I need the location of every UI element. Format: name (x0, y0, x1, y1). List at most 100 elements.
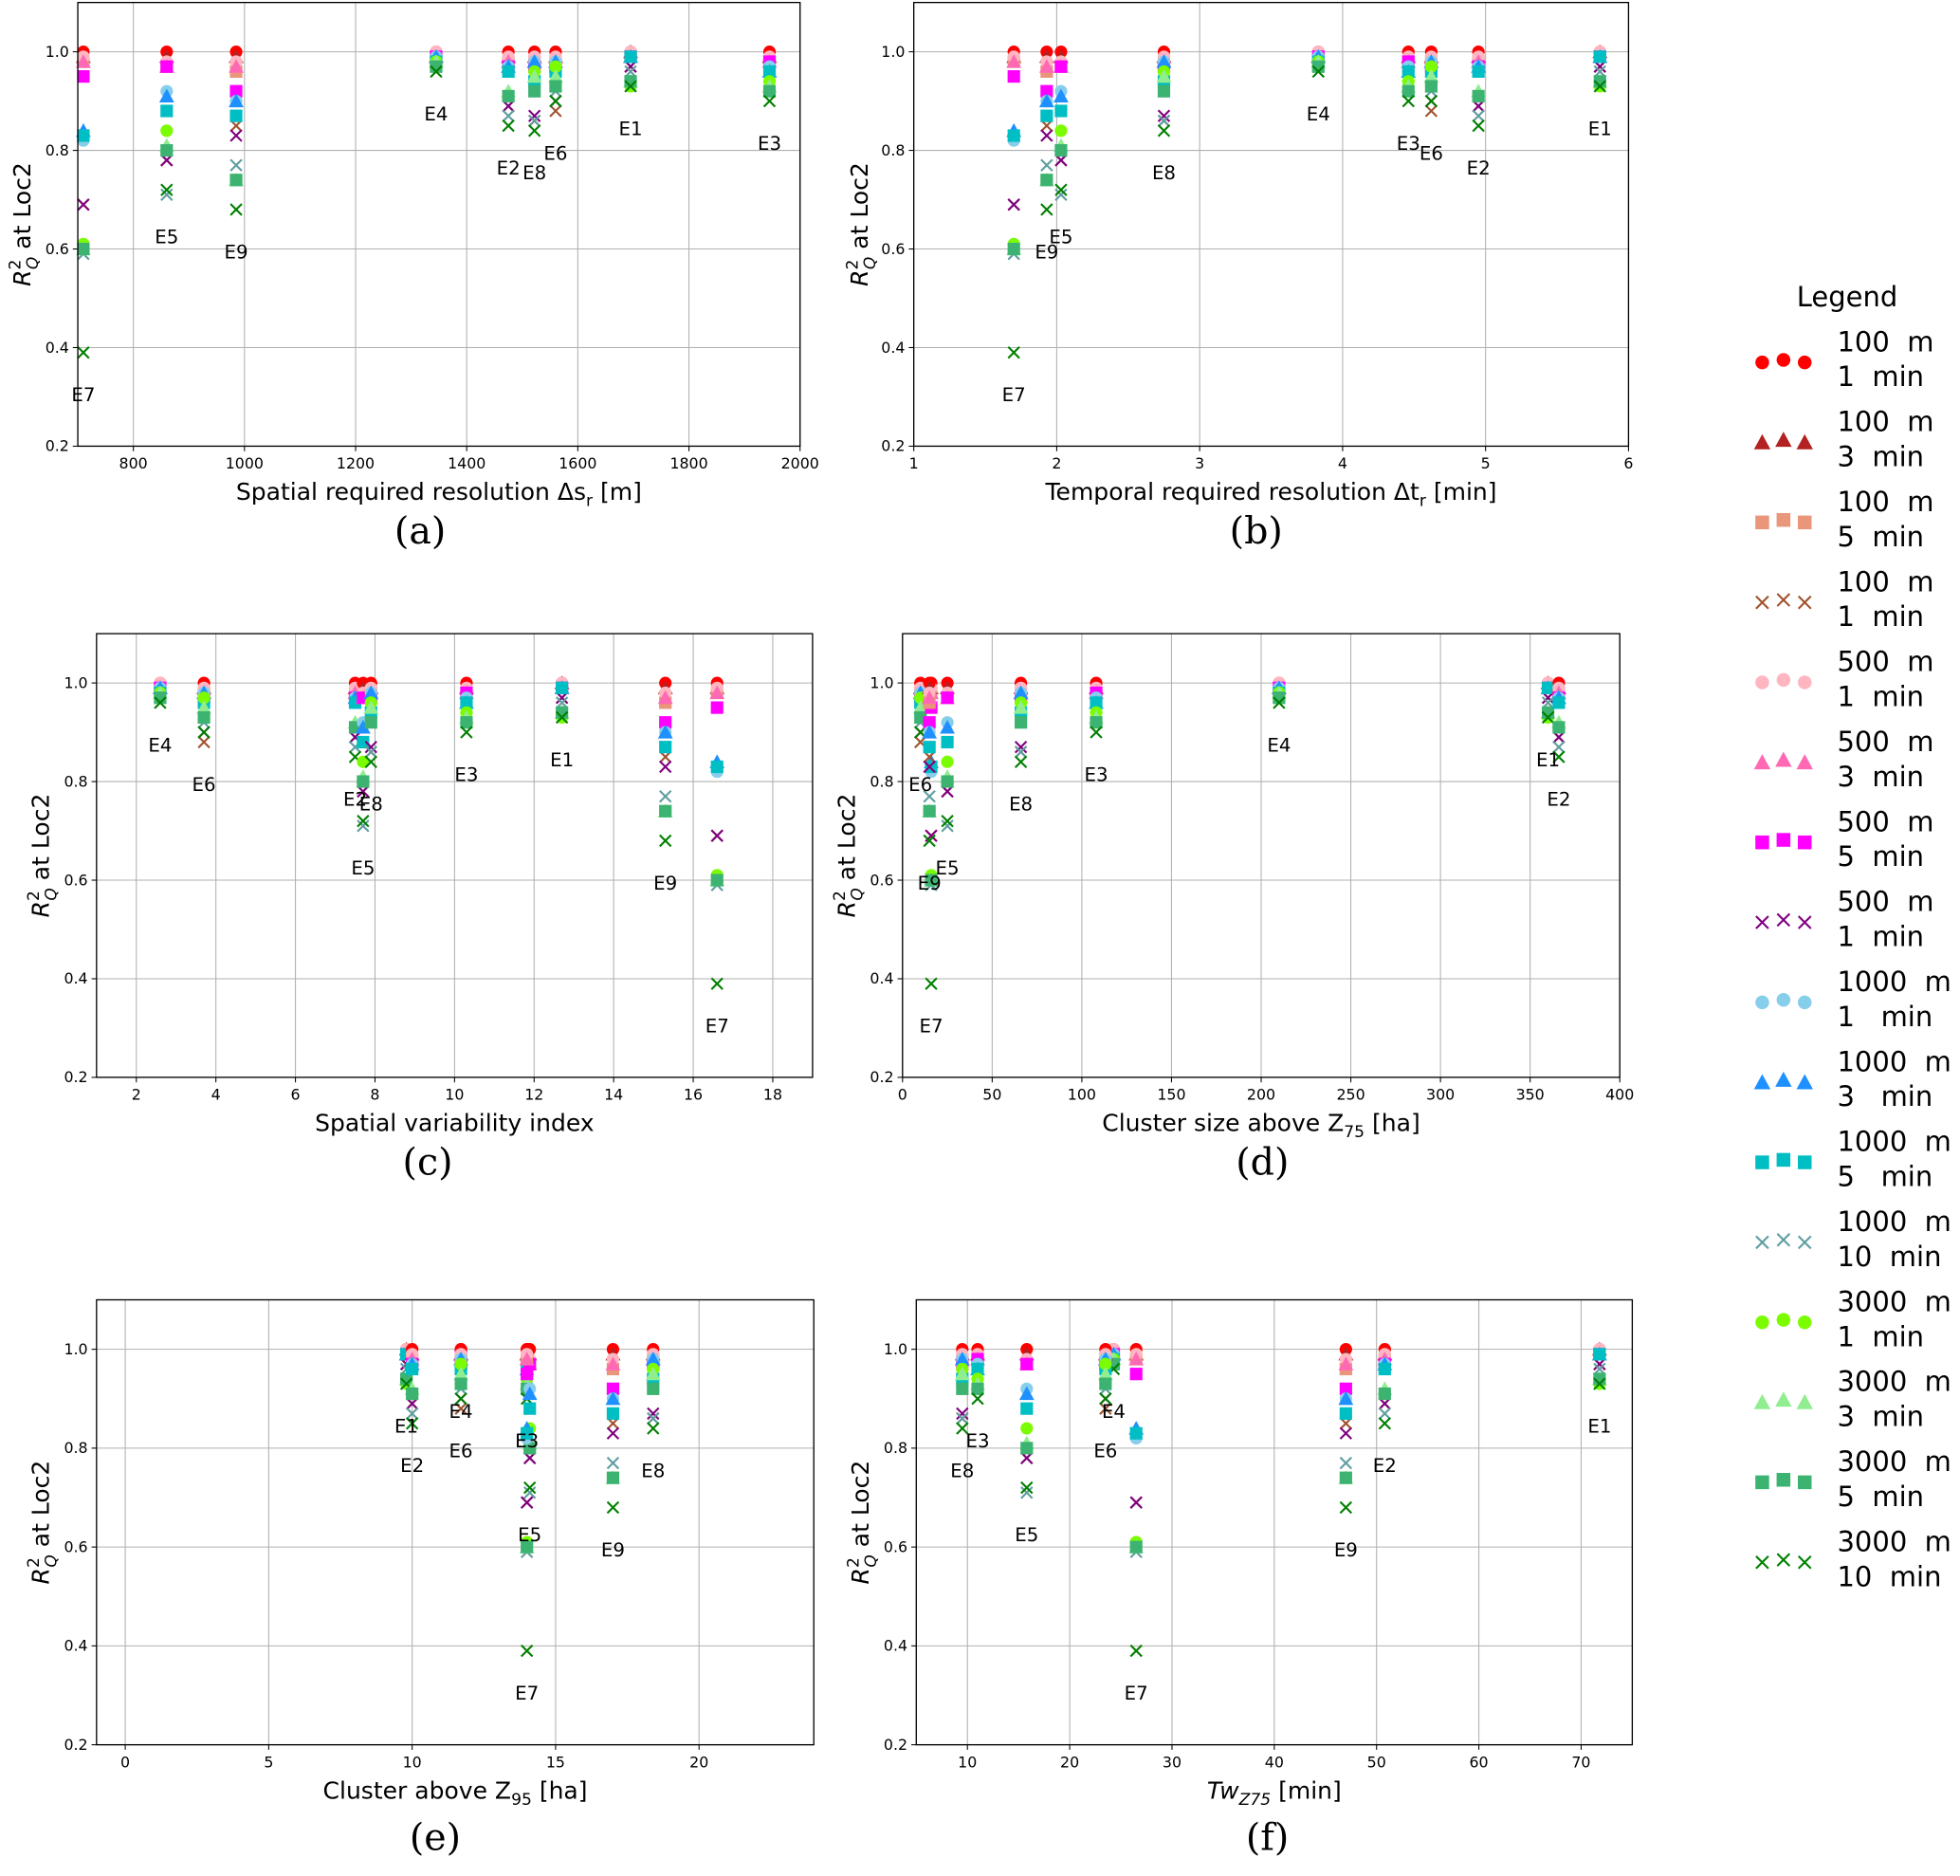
legend-marker (1776, 672, 1791, 688)
legend-entry: 1000 m10 min (1755, 1205, 1951, 1273)
legend-label-line2: 1 min (1838, 1320, 1925, 1352)
data-point (606, 1500, 620, 1515)
data-point (548, 68, 563, 83)
event-label: E6 (1093, 1441, 1117, 1462)
data-point (160, 124, 174, 138)
event-label: E7 (71, 384, 95, 406)
data-point (460, 716, 473, 729)
data-point (1038, 93, 1054, 108)
data-point (502, 64, 515, 78)
legend-marker (1755, 1475, 1769, 1490)
data-point (357, 814, 370, 828)
data-point (923, 716, 936, 729)
event-label: E4 (449, 1401, 473, 1423)
y-axis-label-main: R (9, 270, 36, 286)
data-point (1020, 1422, 1034, 1435)
x-axis-label: TwZ75 [min] (1207, 1776, 1342, 1810)
x-axis-label-main: Spatial required resolution Δs (236, 478, 586, 506)
x-tick-label: 18 (763, 1086, 782, 1104)
data-point (710, 977, 724, 990)
y-axis-label-sup: 2 (6, 260, 25, 270)
event-label: E6 (449, 1441, 473, 1462)
event-label: E3 (454, 763, 478, 785)
y-axis-label-main: R (27, 1568, 55, 1584)
legend-entry: 500 m1 min (1755, 646, 1933, 713)
data-point (1054, 143, 1068, 157)
legend-marker (1797, 1554, 1812, 1570)
data-point (1014, 740, 1028, 754)
data-point (405, 1407, 419, 1421)
data-point (526, 68, 542, 83)
legend-marker (1775, 1391, 1792, 1407)
data-point (520, 1496, 534, 1509)
data-point (1338, 1390, 1354, 1406)
plot-area (913, 2, 1629, 447)
data-point (923, 760, 936, 774)
legend-marker (1753, 433, 1771, 450)
data-point (1541, 710, 1555, 725)
data-point (1157, 84, 1171, 98)
data-point (1020, 1442, 1034, 1455)
y-tick-label: 0.8 (46, 141, 69, 159)
data-point (1472, 64, 1485, 78)
x-axis-label-main: Cluster above Z (323, 1776, 512, 1804)
data-point (229, 174, 243, 187)
y-tick-label: 0.2 (884, 1736, 907, 1754)
x-tick-label: 50 (1367, 1753, 1386, 1771)
legend-marker (1797, 675, 1812, 690)
data-point (606, 1426, 620, 1440)
x-axis-label: Spatial variability index (315, 1110, 595, 1137)
y-tick-label: 0.8 (64, 772, 87, 790)
data-point (1054, 183, 1068, 196)
data-point (1311, 64, 1325, 79)
x-tick-label: 100 (1068, 1086, 1096, 1104)
data-point (1020, 1481, 1034, 1495)
legend-label-line1: 500 m (1838, 805, 1934, 837)
legend-marker (1797, 595, 1812, 610)
x-tick-label: 6 (291, 1086, 301, 1104)
legend-label-line1: 100 m (1838, 565, 1934, 598)
x-axis-label-sub: r (586, 492, 594, 511)
data-point (1593, 1377, 1606, 1390)
data-point (1401, 84, 1415, 98)
y-axis-label-main: R (846, 270, 873, 286)
axes-frame (96, 1298, 815, 1746)
data-point (923, 741, 936, 754)
x-axis-label-tail: [ha] (532, 1776, 588, 1804)
x-tick-label: 6 (1623, 454, 1633, 472)
y-tick-label: 0.6 (46, 240, 69, 258)
subplot-caption: (f) (1246, 1815, 1289, 1859)
data-point (197, 735, 211, 749)
y-axis-label-sup: 2 (831, 891, 850, 901)
event-label: E9 (1035, 241, 1058, 263)
data-point (971, 1392, 984, 1406)
legend-marker (1796, 1393, 1813, 1409)
event-label: E3 (758, 133, 781, 155)
data-point (527, 114, 541, 128)
data-point (556, 681, 569, 694)
data-point (1338, 1356, 1354, 1370)
data-point (229, 158, 243, 172)
x-tick-label: 0 (898, 1086, 907, 1104)
x-axis-label-sub: 75 (1344, 1123, 1365, 1142)
data-point (1156, 54, 1172, 68)
data-point (1090, 726, 1103, 739)
legend-label-line1: 1000 m (1838, 1205, 1951, 1238)
legend-marker (1776, 1553, 1791, 1567)
data-point (647, 1407, 660, 1421)
event-label: E7 (1002, 384, 1026, 406)
event-label: E1 (1588, 118, 1612, 139)
data-point (197, 691, 211, 705)
data-point (1007, 242, 1020, 256)
x-axis-label-sub: 95 (511, 1791, 532, 1810)
legend-label-line1: 100 m (1838, 406, 1934, 438)
data-point (196, 700, 211, 714)
data-point (1129, 1368, 1143, 1381)
y-axis-label: R2Q at Loc2 (6, 162, 42, 286)
legend-label-line1: 100 m (1838, 486, 1934, 518)
data-point (1157, 124, 1171, 138)
data-point (357, 819, 370, 833)
x-tick-label: 12 (524, 1086, 543, 1104)
data-point (229, 93, 244, 108)
event-label: E5 (936, 857, 960, 879)
